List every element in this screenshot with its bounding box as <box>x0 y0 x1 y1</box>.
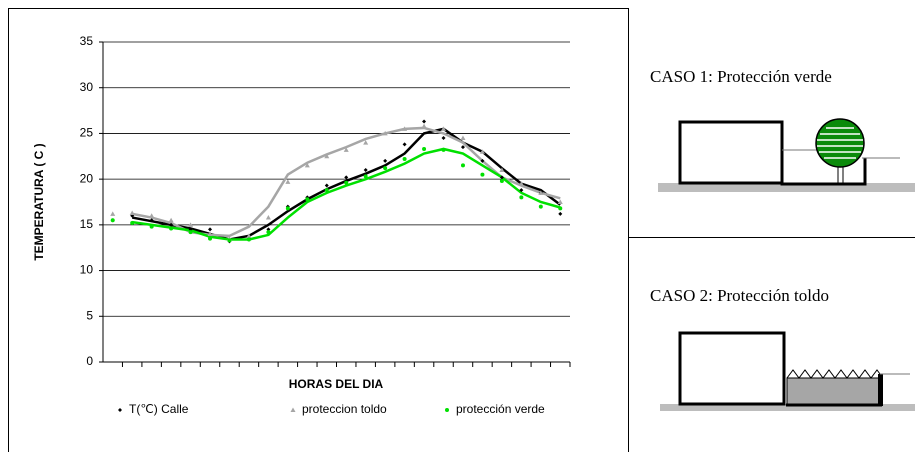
data-point <box>110 211 116 216</box>
plot: 0 5 10 15 20 25 30 35 <box>80 34 571 368</box>
data-point <box>538 190 544 195</box>
data-point <box>285 179 291 184</box>
data-point <box>324 153 330 159</box>
y-tick-label: 30 <box>80 80 94 94</box>
y-tick-label: 0 <box>86 354 93 368</box>
data-point <box>149 213 155 218</box>
data-point <box>266 230 271 235</box>
data-point <box>305 197 310 202</box>
data-point <box>499 167 505 172</box>
diagram-green <box>658 118 915 192</box>
y-tick-label: 5 <box>86 308 93 322</box>
y-tick-label: 10 <box>80 263 94 277</box>
data-point <box>324 188 329 193</box>
data-point <box>441 136 446 140</box>
data-point <box>383 166 388 171</box>
legend-marker <box>118 408 122 412</box>
data-point <box>422 146 427 151</box>
data-point <box>558 211 563 216</box>
y-tick-label: 20 <box>80 171 94 185</box>
x-axis-title: HORAS DEL DIA <box>289 377 384 391</box>
data-point <box>519 188 524 193</box>
legend-label: T(℃) Calle <box>129 402 189 416</box>
data-point <box>402 126 408 131</box>
panel-title: CASO 2: Protección toldo <box>650 286 829 305</box>
data-point <box>207 231 213 236</box>
data-point <box>304 162 310 168</box>
trend-line <box>132 147 561 241</box>
data-point <box>188 222 194 227</box>
data-point <box>402 142 407 147</box>
data-point <box>149 218 154 223</box>
data-point <box>285 206 290 211</box>
legend-marker <box>290 407 296 412</box>
panel-title: CASO 1: Protección verde <box>650 67 832 86</box>
y-tick-label: 15 <box>80 217 94 231</box>
data-point <box>518 181 524 186</box>
data-point <box>208 236 213 241</box>
data-point <box>266 227 271 232</box>
data-point <box>265 215 271 220</box>
data-point <box>557 199 563 204</box>
data-point <box>422 119 427 124</box>
data-point <box>402 157 407 162</box>
data-point <box>343 147 349 152</box>
data-point <box>169 226 174 231</box>
data-point <box>480 158 485 163</box>
data-point <box>169 222 174 227</box>
data-point <box>168 217 174 223</box>
data-point <box>383 158 388 163</box>
data-point <box>480 172 485 177</box>
chart-frame <box>8 8 629 452</box>
data-point <box>499 175 504 180</box>
data-point <box>460 145 465 150</box>
data-point <box>344 175 349 180</box>
data-point <box>363 140 369 145</box>
data-point <box>246 233 252 238</box>
data-point <box>558 206 563 211</box>
data-point <box>421 123 427 129</box>
y-axis-title: TEMPERATURA ( C ) <box>32 143 46 260</box>
legend-marker <box>445 408 449 412</box>
data-point <box>227 238 232 243</box>
data-point <box>130 221 135 226</box>
legend-label: protección verde <box>456 402 545 416</box>
data-point <box>363 168 368 172</box>
legend-label: proteccion toldo <box>302 402 387 416</box>
data-point <box>149 224 154 229</box>
data-point <box>246 237 251 242</box>
data-point <box>499 178 504 183</box>
data-point <box>188 227 193 232</box>
data-point <box>382 130 388 136</box>
data-point <box>324 183 329 188</box>
data-point <box>129 210 135 215</box>
data-point <box>519 195 524 200</box>
data-point <box>110 218 115 223</box>
data-point <box>188 230 193 235</box>
data-point <box>363 174 368 179</box>
data-point <box>344 180 349 185</box>
data-point <box>479 149 485 154</box>
diagram-awning <box>660 331 915 411</box>
data-point <box>460 135 466 140</box>
legend: T(℃) Calle proteccion toldo protección ver… <box>118 402 545 416</box>
data-point <box>208 227 213 232</box>
y-tick-label: 35 <box>80 34 94 48</box>
data-point <box>460 163 465 168</box>
data-point <box>441 147 446 152</box>
y-tick-label: 25 <box>80 126 94 140</box>
data-point <box>441 126 447 131</box>
data-point <box>538 204 543 209</box>
